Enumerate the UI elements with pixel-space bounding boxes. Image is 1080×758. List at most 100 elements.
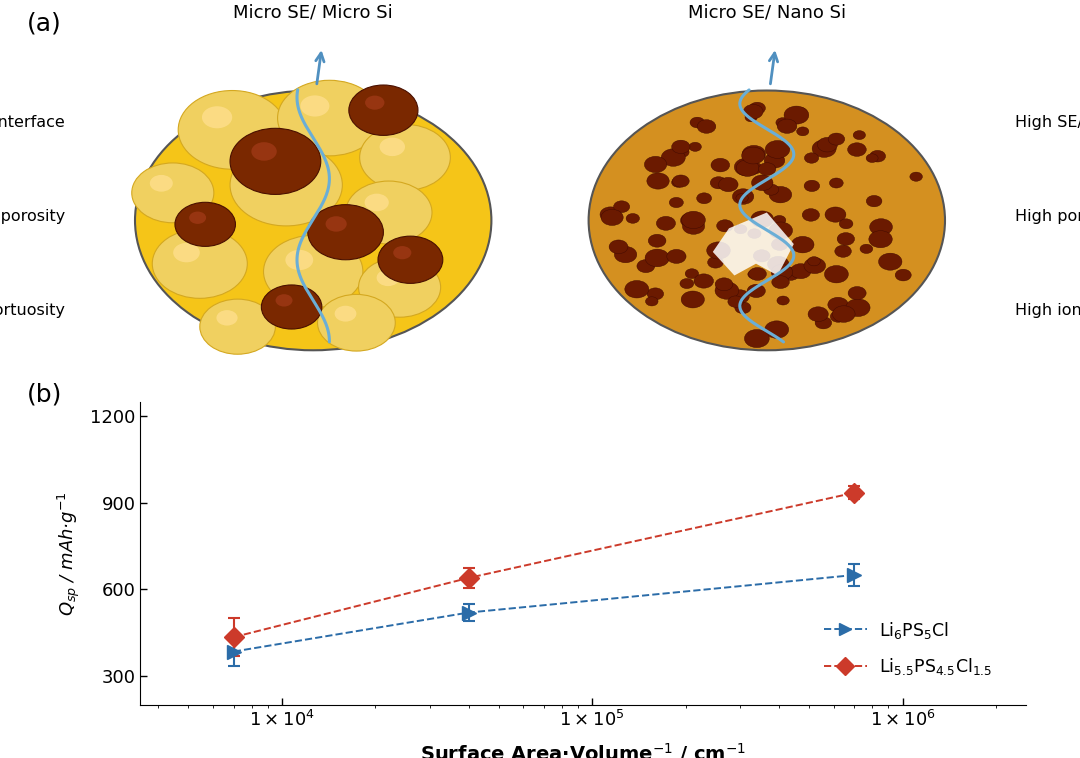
Circle shape (829, 178, 843, 188)
Circle shape (645, 156, 666, 173)
Circle shape (613, 201, 630, 212)
Circle shape (744, 330, 769, 348)
Circle shape (680, 213, 701, 228)
Circle shape (766, 140, 789, 158)
Circle shape (748, 268, 767, 280)
Circle shape (609, 240, 627, 254)
Text: Micro SE/ Nano Si: Micro SE/ Nano Si (688, 4, 846, 22)
Circle shape (831, 311, 846, 322)
Circle shape (775, 117, 789, 127)
Circle shape (325, 216, 347, 232)
Circle shape (252, 143, 276, 161)
Circle shape (825, 207, 846, 222)
Circle shape (707, 257, 724, 268)
Circle shape (202, 106, 232, 128)
Circle shape (189, 211, 206, 224)
Circle shape (657, 216, 675, 230)
Circle shape (734, 158, 759, 176)
Text: High porosity: High porosity (1015, 209, 1080, 224)
Circle shape (365, 193, 389, 211)
Circle shape (132, 163, 214, 223)
Circle shape (308, 205, 383, 260)
Circle shape (860, 244, 873, 253)
Circle shape (637, 259, 654, 273)
Circle shape (772, 276, 789, 289)
Circle shape (711, 177, 727, 189)
Circle shape (378, 236, 443, 283)
Text: Micro SE/ Micro Si: Micro SE/ Micro Si (233, 4, 393, 22)
Circle shape (802, 208, 820, 221)
Circle shape (261, 285, 322, 329)
Circle shape (735, 193, 748, 202)
Circle shape (869, 219, 892, 235)
Circle shape (848, 143, 866, 156)
Circle shape (300, 96, 329, 117)
Circle shape (745, 161, 762, 174)
Circle shape (335, 305, 356, 321)
Circle shape (742, 146, 766, 162)
Circle shape (769, 186, 792, 203)
Circle shape (747, 284, 766, 298)
Circle shape (743, 105, 764, 119)
Circle shape (178, 90, 286, 169)
Circle shape (711, 158, 730, 172)
Text: Low SE/Si interface: Low SE/Si interface (0, 114, 65, 130)
Circle shape (661, 149, 686, 166)
Circle shape (734, 302, 751, 314)
Circle shape (765, 321, 788, 338)
Text: Low porosity: Low porosity (0, 209, 65, 224)
Circle shape (792, 236, 814, 253)
Circle shape (804, 258, 825, 274)
Circle shape (818, 137, 837, 152)
Circle shape (689, 143, 701, 152)
Circle shape (681, 291, 704, 308)
Circle shape (379, 138, 405, 156)
Circle shape (878, 253, 902, 270)
Circle shape (216, 310, 238, 326)
Circle shape (698, 120, 716, 133)
Circle shape (200, 299, 275, 354)
Circle shape (666, 249, 686, 264)
Circle shape (697, 193, 712, 204)
Text: High SE/Si interface: High SE/Si interface (1015, 114, 1080, 130)
Circle shape (135, 90, 491, 350)
Text: (b): (b) (27, 383, 63, 407)
Circle shape (673, 175, 689, 187)
Circle shape (680, 278, 693, 289)
Circle shape (645, 249, 670, 267)
Circle shape (808, 307, 828, 321)
Circle shape (909, 172, 922, 181)
Circle shape (731, 290, 750, 303)
Circle shape (866, 196, 882, 207)
Circle shape (773, 215, 786, 225)
Circle shape (777, 296, 789, 305)
Circle shape (681, 211, 705, 229)
Circle shape (318, 294, 395, 351)
Circle shape (615, 246, 637, 263)
Circle shape (690, 117, 704, 128)
Circle shape (782, 268, 799, 280)
Circle shape (360, 124, 450, 190)
Circle shape (672, 140, 690, 154)
Circle shape (275, 294, 293, 306)
Circle shape (797, 127, 809, 136)
Circle shape (646, 297, 658, 306)
Circle shape (648, 234, 666, 247)
Circle shape (837, 233, 854, 246)
Circle shape (771, 265, 793, 280)
Circle shape (602, 209, 623, 225)
Circle shape (835, 246, 851, 257)
Circle shape (732, 189, 754, 205)
Circle shape (377, 269, 400, 286)
Circle shape (791, 264, 811, 279)
Circle shape (828, 297, 848, 312)
Circle shape (771, 239, 788, 250)
Circle shape (685, 269, 699, 278)
Circle shape (349, 85, 418, 136)
Circle shape (152, 229, 247, 299)
Circle shape (846, 299, 870, 317)
Y-axis label: $Q_{sp}$ / mAh·g$^{-1}$: $Q_{sp}$ / mAh·g$^{-1}$ (55, 491, 82, 615)
Circle shape (359, 258, 441, 317)
Circle shape (694, 274, 714, 288)
Circle shape (230, 144, 342, 226)
